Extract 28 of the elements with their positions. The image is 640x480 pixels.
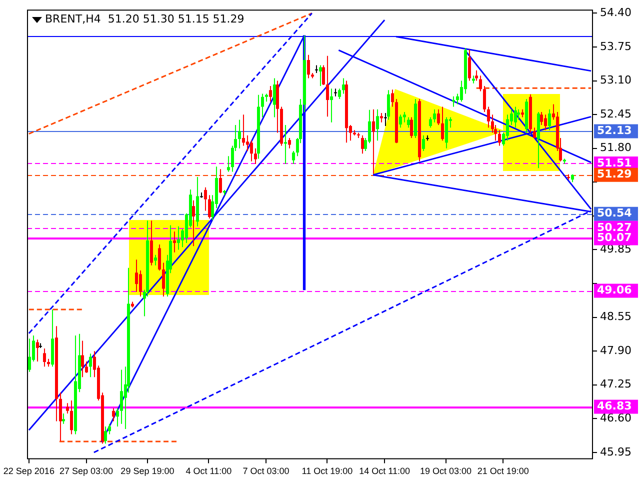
ref-line-label: 51.29: [597, 168, 632, 181]
y-tick-label: 47.90: [600, 344, 632, 357]
chart-title: BRENT,H4 51.20 51.30 51.15 51.29: [45, 12, 244, 26]
ref-line-label: 50.54: [597, 206, 632, 220]
x-tick-label: 7 Oct 03:00: [242, 466, 290, 476]
x-tick-label: 14 Oct 11:00: [359, 466, 410, 476]
x-tick-label: 4 Oct 11:00: [186, 466, 232, 476]
y-tick-label: 51.80: [600, 141, 632, 154]
x-tick-label: 21 Oct 19:00: [477, 466, 529, 476]
y-tick-label: 53.10: [600, 74, 632, 87]
y-tick-label: 46.60: [600, 412, 632, 425]
x-tick-label: 29 Sep 19:00: [120, 466, 174, 476]
ref-line-label: 49.06: [597, 284, 632, 297]
ref-line-label: 52.13: [597, 124, 632, 138]
x-tick-label: 19 Oct 03:00: [420, 466, 472, 476]
y-tick-label: 53.75: [600, 40, 632, 53]
x-tick-label: 11 Oct 19:00: [302, 466, 353, 476]
y-tick-label: 54.40: [600, 6, 632, 20]
y-tick-label: 52.45: [600, 107, 632, 120]
ref-line-label: 51.51: [597, 156, 632, 170]
ref-line-label: 46.83: [597, 400, 632, 413]
y-tick-label: 45.95: [600, 445, 632, 458]
y-tick-label: 47.25: [600, 378, 632, 391]
ref-line-label: 50.07: [597, 231, 632, 244]
x-tick-label: 27 Sep 03:00: [59, 466, 114, 476]
x-tick-label: 22 Sep 2016: [3, 466, 54, 476]
y-tick-label: 48.55: [600, 310, 632, 324]
ref-line-label: 50.27: [597, 220, 632, 234]
